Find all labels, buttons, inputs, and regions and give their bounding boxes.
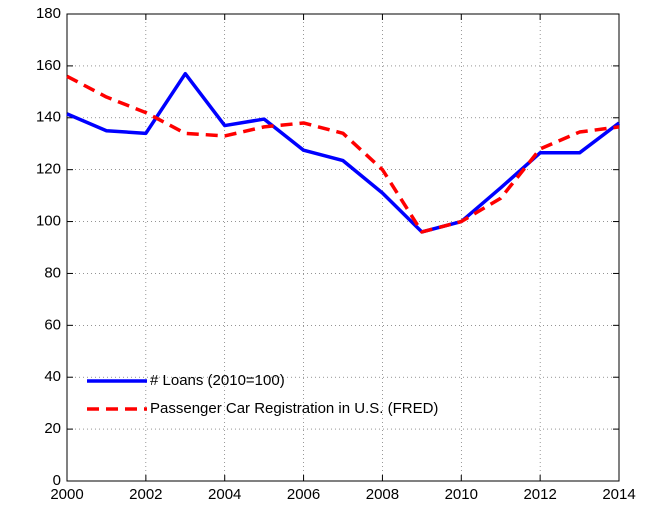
y-tick-label: 100 (36, 213, 61, 230)
x-tick-label: 2014 (602, 486, 635, 503)
y-tick-label: 180 (36, 5, 61, 22)
x-tick-label: 2000 (50, 486, 83, 503)
y-tick-label: 0 (53, 472, 61, 489)
x-tick-label: 2010 (445, 486, 478, 503)
plot-frame (66, 13, 620, 482)
x-tick-label: 2006 (287, 486, 320, 503)
y-tick-label: 160 (36, 57, 61, 74)
y-tick-label: 140 (36, 109, 61, 126)
plot-area (67, 14, 619, 481)
series-line (66, 74, 620, 234)
y-tick-label: 20 (44, 420, 61, 437)
legend-label: # Loans (2010=100) (150, 372, 285, 389)
x-tick-label: 2004 (208, 486, 241, 503)
x-tick-label: 2008 (366, 486, 399, 503)
y-tick-label: 40 (44, 368, 61, 385)
y-tick-label: 80 (44, 264, 61, 281)
series-line (66, 71, 621, 234)
y-tick-label: 60 (44, 316, 61, 333)
x-tick-label: 2002 (129, 486, 162, 503)
legend-label: Passenger Car Registration in U.S. (FRED… (150, 400, 438, 417)
x-tick-label: 2012 (523, 486, 556, 503)
y-tick-label: 120 (36, 161, 61, 178)
